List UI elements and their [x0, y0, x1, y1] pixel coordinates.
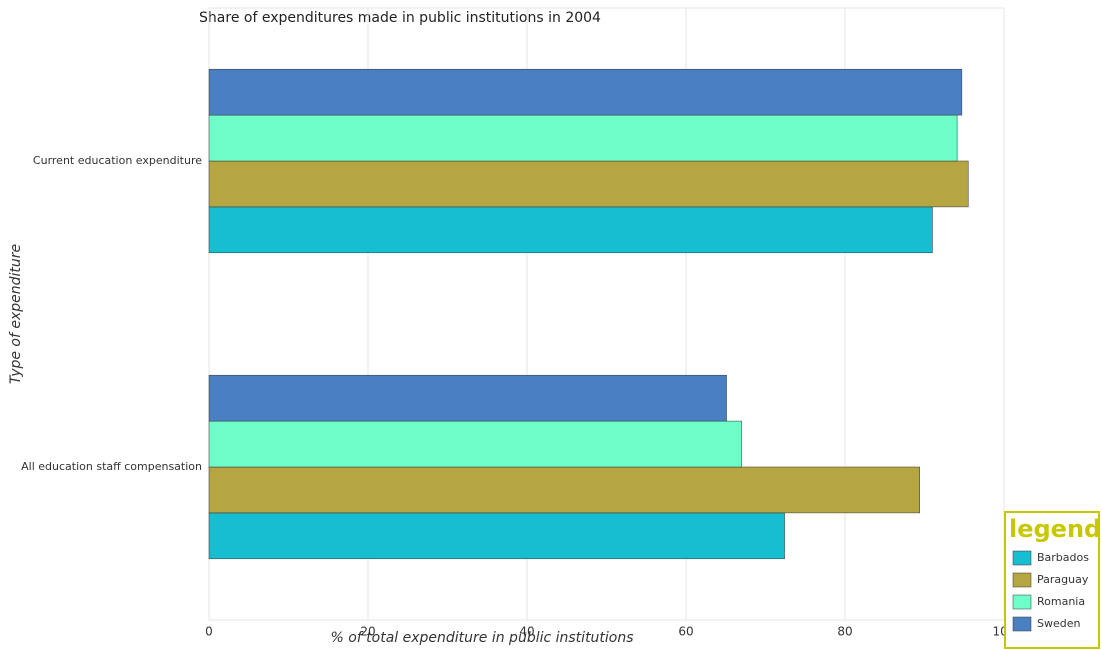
x-tick-label: 0: [205, 625, 213, 639]
y-tick-label: Current education expenditure: [33, 154, 202, 167]
y-tick-label: All education staff compensation: [21, 460, 202, 473]
bar: [208, 68, 963, 116]
legend-swatch: [1012, 594, 1032, 610]
x-tick-label: 80: [837, 625, 852, 639]
legend-swatch: [1012, 550, 1032, 566]
chart-title: Share of expenditures made in public ins…: [199, 10, 601, 26]
legend-label: Paraguay: [1037, 573, 1089, 586]
x-tick-label: 40: [519, 625, 534, 639]
bar: [208, 512, 785, 560]
legend-label: Barbados: [1037, 551, 1089, 564]
bar: [208, 206, 933, 254]
bar: [208, 160, 969, 208]
legend-swatch: [1012, 572, 1032, 588]
legend-swatch: [1012, 616, 1032, 632]
x-tick-label: 20: [360, 625, 375, 639]
legend-label: Romania: [1037, 595, 1085, 608]
bar: [208, 114, 958, 162]
y-axis-title: Type of expenditure: [8, 244, 24, 384]
legend-label: Sweden: [1037, 617, 1080, 630]
x-tick-label: 60: [678, 625, 693, 639]
x-axis-title: % of total expenditure in public institu…: [330, 630, 633, 646]
bar: [208, 466, 920, 514]
bar: [208, 374, 727, 422]
legend-title: legend: [1009, 515, 1101, 543]
bar: [208, 420, 742, 468]
